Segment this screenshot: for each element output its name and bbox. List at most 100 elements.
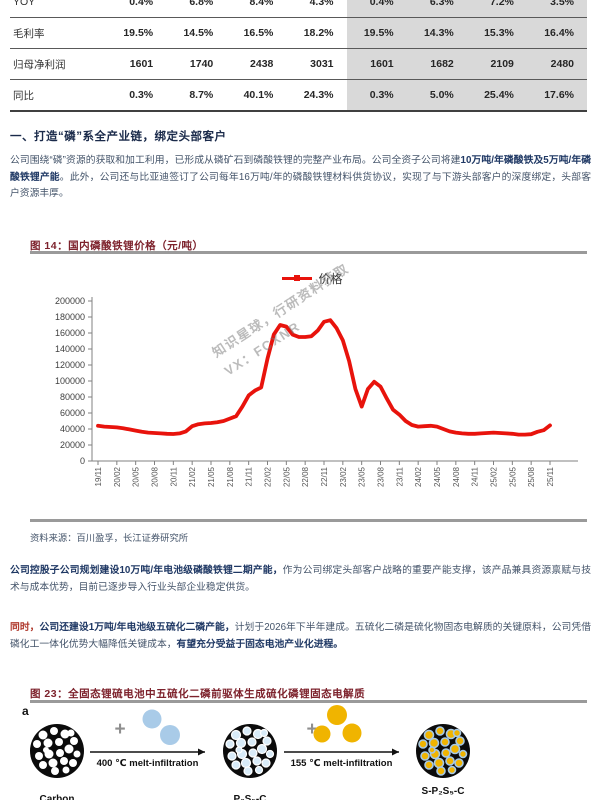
table-cell: 8.4% [226, 0, 287, 18]
pore-dot [265, 749, 275, 759]
pore-dot [35, 752, 43, 760]
pore-dot [242, 726, 252, 736]
pore-dot [433, 757, 445, 769]
pore-dot [418, 739, 428, 749]
additive-particle [327, 705, 347, 725]
y-tick-label: 40000 [60, 424, 85, 434]
pore-dot [445, 756, 455, 766]
table-cell: 0.3% [106, 79, 167, 112]
table-row: 同比 0.3% 8.7% 40.1% 24.3% 0.3% 5.0% 25.4% 17.6% [10, 79, 587, 112]
table-cell: 6.3% [406, 0, 467, 18]
x-tick-label: 22/11 [320, 466, 329, 486]
pore-dot [43, 738, 53, 748]
pore-dot [50, 727, 58, 735]
pore-dot [259, 728, 269, 738]
table-cell: 0.4% [106, 0, 167, 18]
pore-dot [43, 747, 49, 753]
figure23-title: 图 23：全固态锂硫电池中五硫化二磷前驱体生成硫化磷锂固态电解质 [30, 688, 366, 700]
pore-dot [247, 737, 257, 747]
pore-dot [252, 756, 262, 766]
table-cell: 0.3% [346, 79, 407, 112]
arrowhead-icon [198, 748, 205, 756]
x-tick-label: 21/11 [245, 466, 254, 486]
x-tick-label: 20/08 [151, 466, 160, 487]
table-cell: 1601 [106, 48, 167, 80]
text-segment: 作为公司绑定头部客户战略的重要产能支撑，该产品兼具资源禀赋与技术与成本优势，目前… [10, 565, 592, 593]
figure14-title-rule [30, 251, 587, 254]
text-segment: 公司还建设1万吨/年电池级五硫化二磷产能， [39, 622, 235, 633]
plus-icon: + [114, 719, 125, 740]
pore-dot [447, 765, 457, 775]
plus-icon: + [306, 719, 317, 740]
text-segment: 同时， [10, 622, 40, 633]
x-tick-label: 20/05 [132, 466, 141, 487]
panel-label: a [22, 705, 29, 718]
table-cell: 17.6% [526, 79, 587, 112]
table-cell: 6.8% [166, 0, 227, 18]
table-row: 归母净利润 1601 1740 2438 3031 1601 1682 2109 2480 [10, 48, 587, 80]
pore-dot [428, 737, 440, 749]
pore-dot [235, 737, 247, 749]
table-row-label: YOY [10, 0, 106, 18]
process-arrow: +400 ℃ melt-infiltration [90, 709, 205, 769]
pore-dot [51, 767, 59, 775]
table-cell: 1601 [346, 48, 407, 80]
text-segment: 。此外，公司还与比亚迪签订了公司每年16万吨/年的磷酸铁锂材料供货协议，实现了与… [10, 171, 592, 200]
pore-dot [227, 751, 237, 761]
s-p2s5-carbon-sphere: S-P₂S₅-C [416, 724, 470, 797]
text-segment: 公司控股子公司规划建设10万吨/年电池级磷酸铁锂二期产能， [10, 565, 283, 576]
table-cell: 15.3% [466, 17, 527, 49]
x-tick-label: 24/08 [452, 466, 461, 487]
table-cell: 3.5% [526, 0, 587, 18]
y-tick-label: 140000 [55, 344, 85, 354]
pore-dot [428, 746, 436, 754]
y-tick-label: 80000 [60, 392, 85, 402]
pore-dot [248, 748, 258, 758]
arrow-label: 400 ℃ melt-infiltration [97, 758, 199, 769]
price-line [96, 318, 552, 437]
table-cell: 2109 [466, 48, 527, 80]
pore-dot [261, 758, 271, 768]
x-tick-label: 23/08 [377, 466, 386, 487]
additive-particle [160, 725, 180, 745]
x-tick-label: 25/02 [490, 466, 499, 487]
table-cell: 24.3% [286, 79, 347, 112]
additive-particle [342, 723, 362, 743]
pore-dot [33, 740, 41, 748]
pore-dot [69, 759, 77, 767]
pore-dot [455, 736, 465, 746]
y-tick-label: 160000 [55, 328, 85, 338]
x-tick-label: 23/05 [358, 466, 367, 487]
pore-dot [56, 749, 64, 757]
pore-dot [235, 746, 243, 754]
pore-dot [60, 729, 70, 739]
pore-dot [449, 743, 461, 755]
x-tick-label: 22/05 [282, 466, 291, 487]
table-cell: 1740 [166, 48, 227, 80]
chart-legend: 价格 [35, 270, 590, 287]
pore-dot [60, 757, 68, 765]
carbon-sphere: Carbon [30, 724, 84, 800]
section-heading: 一、打造“磷”系全产业链，绑定头部客户 [10, 131, 227, 143]
pore-dot [240, 757, 252, 769]
pore-dot [262, 736, 272, 746]
table-cell: 16.5% [226, 17, 287, 49]
additive-particle [313, 725, 331, 743]
financial-table: YOY 0.4% 6.8% 8.4% 4.3% 0.4% 6.3% 7.2% 3.5% 毛利率 19… [10, 0, 587, 112]
table-cell: 40.1% [226, 79, 287, 112]
table-row: YOY 0.4% 6.8% 8.4% 4.3% 0.4% 6.3% 7.2% 3.5% [10, 0, 587, 18]
paragraph-lfp-capacity: 公司控股子公司规划建设10万吨/年电池级磷酸铁锂二期产能，作为公司绑定头部客户战… [10, 563, 591, 596]
y-tick-label: 100000 [55, 376, 85, 386]
pore-dot [225, 739, 235, 749]
pore-dot [73, 750, 81, 758]
text-segment: 10万吨/年磷酸铁及5万吨/年磷酸铁锂产能 [10, 155, 591, 183]
table-cell: 1682 [406, 48, 467, 80]
arrowhead-icon [392, 748, 399, 756]
x-tick-label: 22/02 [264, 466, 273, 487]
pore-dot [454, 758, 464, 768]
arrow-label: 155 ℃ melt-infiltration [291, 758, 393, 769]
table-cell: 19.5% [106, 17, 167, 49]
y-tick-label: 0 [80, 456, 85, 466]
table-cell: 5.0% [406, 79, 467, 112]
additive-particle [142, 709, 162, 729]
